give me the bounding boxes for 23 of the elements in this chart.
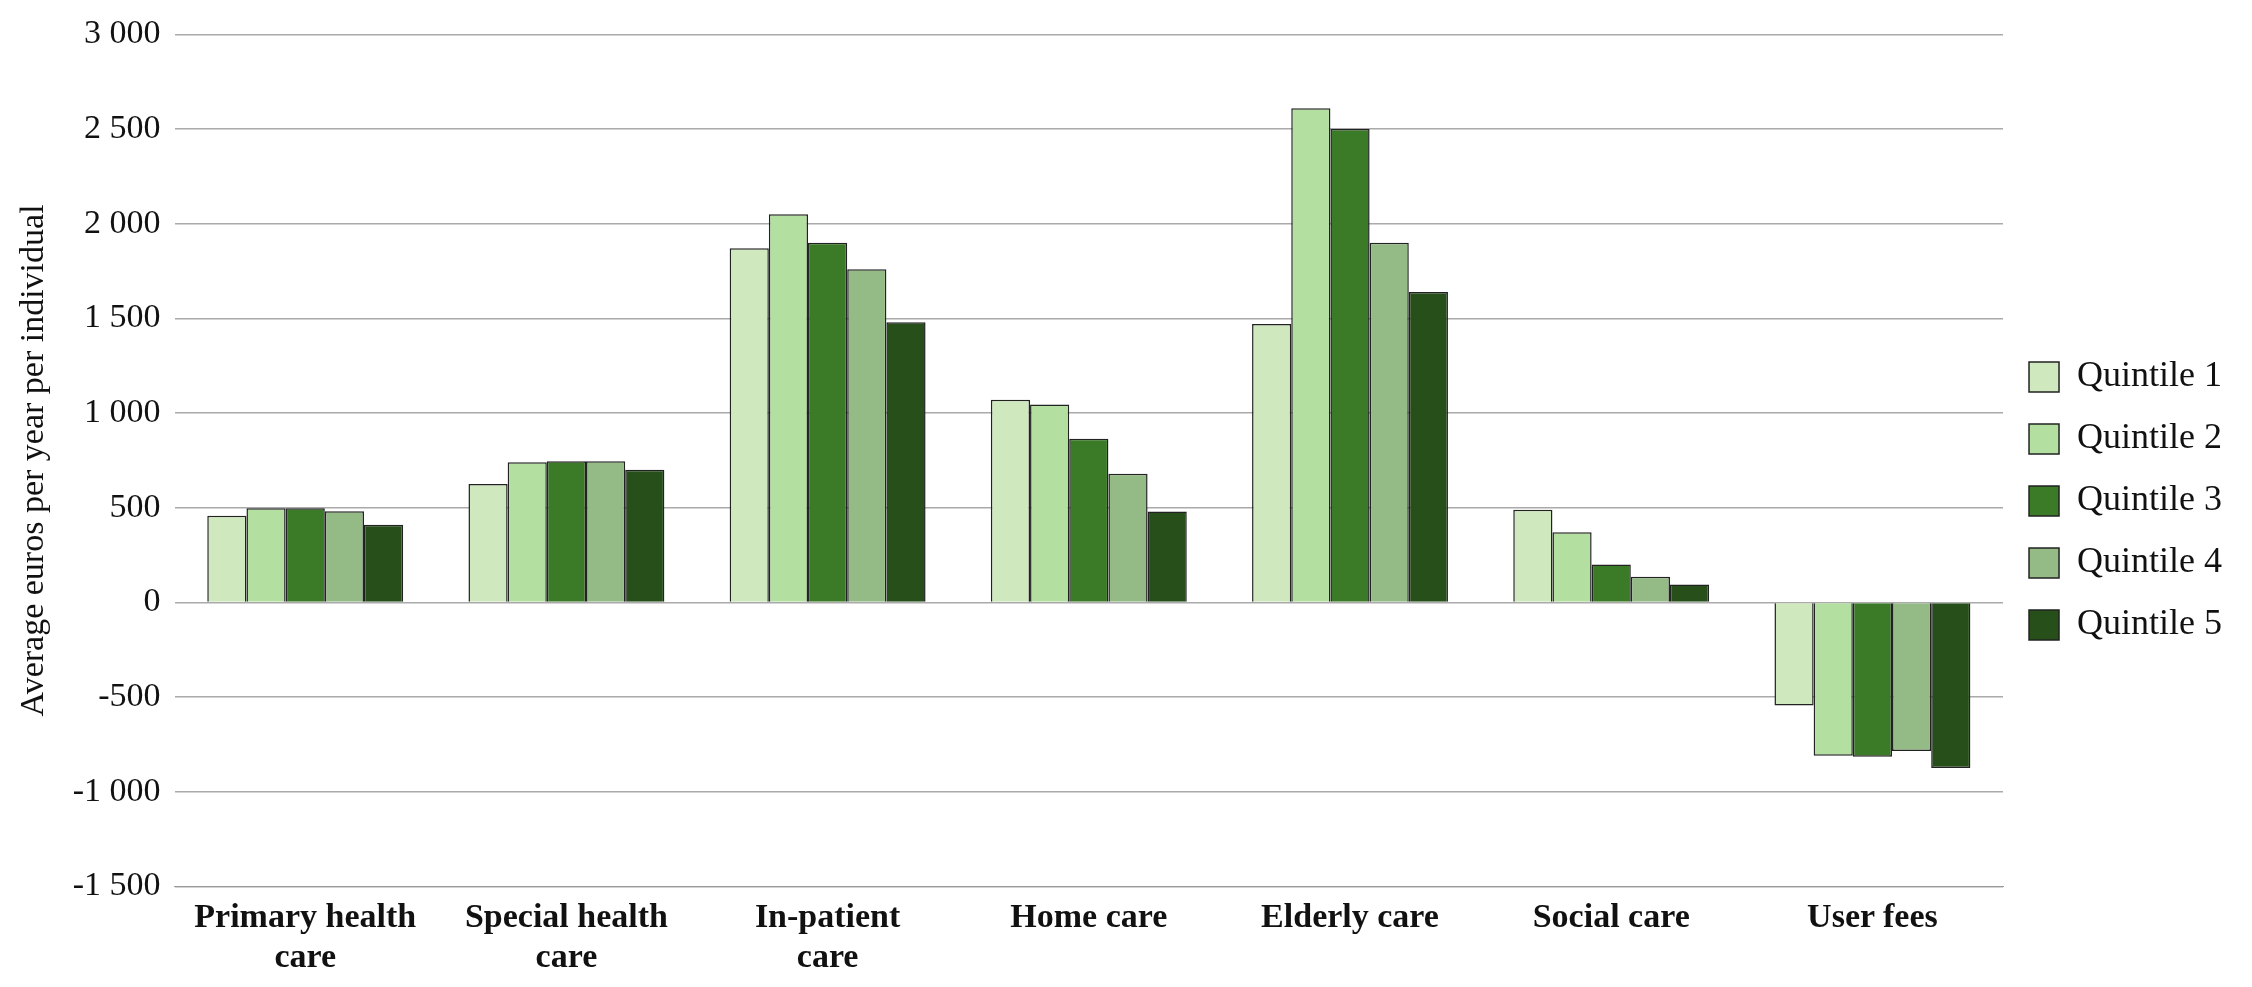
y-tick-label: 0: [143, 581, 161, 619]
y-tick-label: 2 000: [84, 202, 161, 240]
y-tick-label: 2 500: [84, 107, 161, 145]
y-tick-label: -1 000: [72, 770, 161, 808]
y-axis-title: Average euros per year per individual: [13, 204, 51, 717]
legend-label: Quintile 4: [2077, 540, 2222, 581]
x-tick-label: Primary health care: [194, 896, 417, 975]
legend-label: Quintile 5: [2077, 602, 2222, 643]
y-tick-label: 1 000: [84, 391, 161, 429]
x-tick-label: Social care: [1532, 896, 1690, 934]
y-tick-label: 500: [109, 486, 161, 524]
y-tick-label: 1 500: [84, 297, 161, 335]
legend-label: Quintile 1: [2077, 354, 2222, 395]
x-tick-label: Elderly care: [1261, 896, 1439, 934]
y-tick-label: -500: [98, 675, 161, 713]
x-tick-label: Special health care: [464, 896, 669, 975]
legend-label: Quintile 2: [2077, 416, 2222, 457]
legend-label: Quintile 3: [2077, 478, 2222, 519]
y-tick-label: 3 000: [84, 13, 161, 51]
x-tick-label: Home care: [1010, 896, 1168, 934]
y-tick-label: -1 500: [72, 865, 161, 903]
x-tick-label: In-patient care: [754, 896, 902, 975]
x-tick-label: User fees: [1807, 896, 1938, 934]
